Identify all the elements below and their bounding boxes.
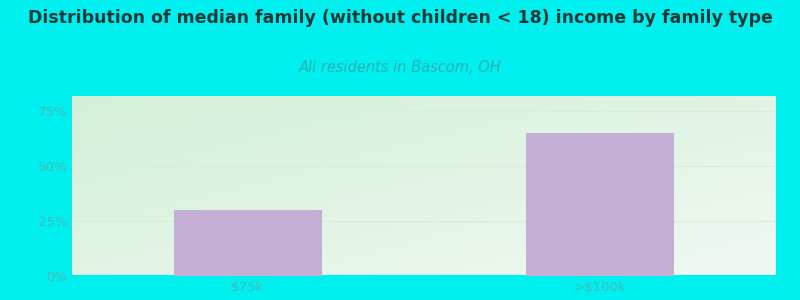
Text: Distribution of median family (without children < 18) income by family type: Distribution of median family (without c… bbox=[27, 9, 773, 27]
Bar bbox=[174, 210, 322, 276]
Bar bbox=[526, 133, 674, 276]
Text: All residents in Bascom, OH: All residents in Bascom, OH bbox=[298, 60, 502, 75]
